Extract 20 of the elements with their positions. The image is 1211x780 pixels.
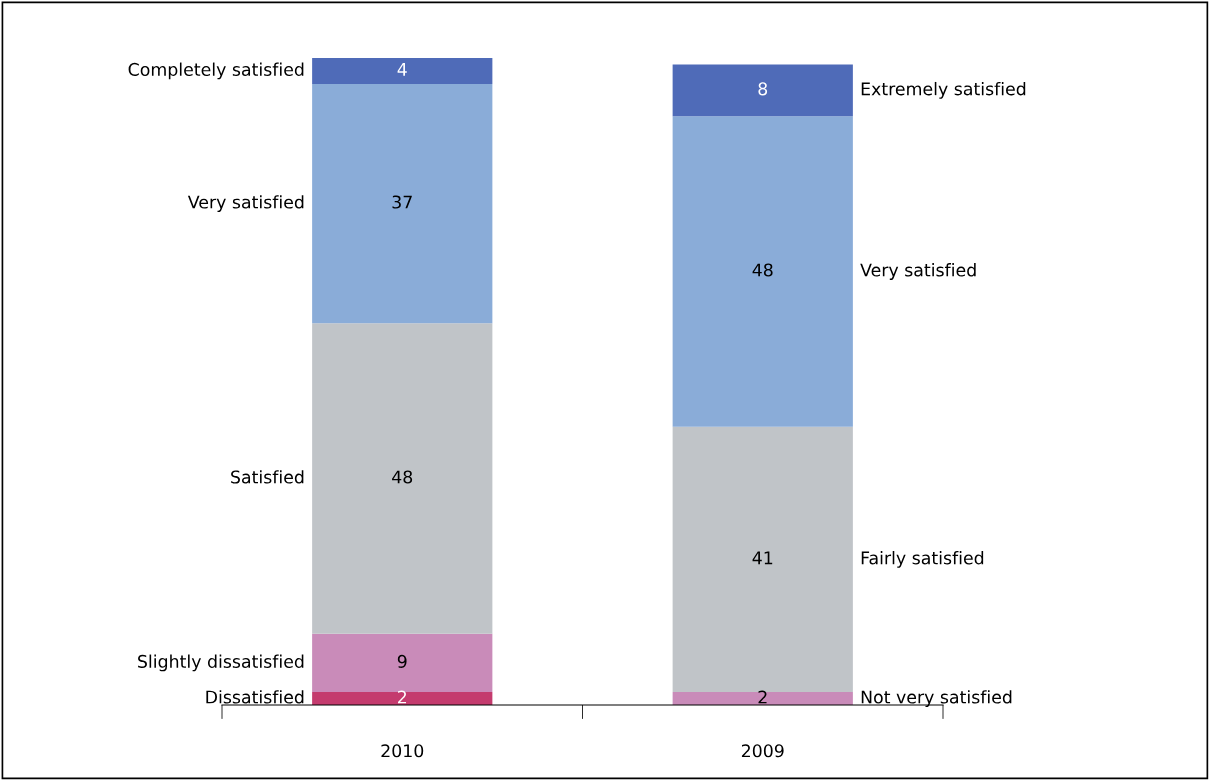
series-label: Completely satisfied — [128, 62, 304, 80]
series-label: Extremely satisfied — [861, 81, 1026, 99]
x-tick-label: 2009 — [741, 744, 784, 758]
data-label: 4 — [397, 63, 407, 76]
series-label: Satisfied — [231, 470, 304, 484]
data-label: 48 — [392, 470, 413, 484]
data-label: 8 — [758, 82, 768, 96]
series-label: Very satisfied — [860, 263, 976, 280]
data-label: 37 — [392, 195, 412, 209]
data-label: 9 — [397, 654, 407, 668]
data-label: 2 — [398, 690, 407, 704]
series-label: Dissatisfied — [206, 690, 304, 704]
x-tick-label: 2010 — [381, 744, 424, 758]
series-label: Not very satisfied — [861, 690, 1012, 707]
series-label: Fairly satisfied — [861, 551, 984, 568]
series-label: Slightly dissatisfied — [138, 654, 304, 672]
data-label: 2 — [758, 690, 767, 704]
data-label: 41 — [752, 551, 773, 565]
data-label: 48 — [752, 263, 773, 277]
series-label: Very satisfied — [187, 195, 304, 212]
